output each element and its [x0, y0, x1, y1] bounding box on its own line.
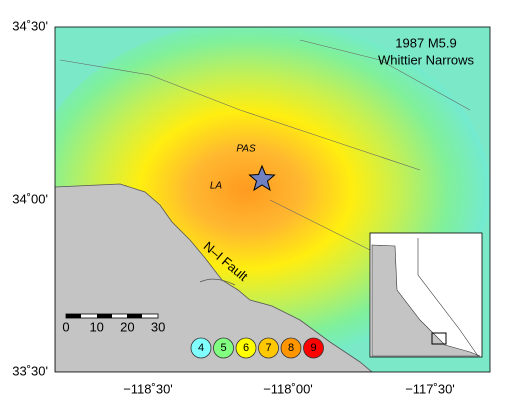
ocean	[55, 183, 373, 372]
scale-bar	[65, 313, 159, 319]
title-line: 1987 M5.9	[395, 35, 456, 50]
lat-label: 34˚30'	[12, 18, 48, 33]
intensity-label: 8	[288, 342, 294, 354]
scale-label: 30	[151, 319, 165, 334]
place-label: LA	[210, 181, 223, 192]
lat-label: 33˚30'	[12, 363, 48, 378]
intensity-label: 9	[310, 342, 316, 354]
intensity-swatch	[258, 337, 279, 359]
lat-label: 34˚00'	[12, 191, 48, 206]
intensity-label: 4	[198, 342, 204, 354]
place-label: PAS	[236, 144, 256, 155]
scale-label: 20	[120, 319, 134, 334]
epicenter-star	[248, 164, 276, 192]
intensity-label: 5	[220, 342, 226, 354]
intensity-swatch	[235, 337, 257, 359]
scale-label: 0	[62, 319, 69, 334]
title-line: Whittier Narrows	[378, 52, 475, 67]
lon-label: −117˚30'	[405, 381, 455, 396]
intensity-swatch	[190, 337, 212, 359]
intensity-swatch	[213, 337, 234, 359]
intensity-swatch	[303, 337, 324, 359]
intensity-label: 7	[265, 342, 271, 354]
scale-label: 10	[89, 319, 103, 334]
intensity-swatch	[280, 337, 302, 359]
lon-label: −118˚30'	[123, 381, 173, 396]
inset-map	[369, 232, 483, 358]
intensity-label: 6	[243, 342, 249, 354]
lon-label: −118˚00'	[263, 381, 313, 396]
